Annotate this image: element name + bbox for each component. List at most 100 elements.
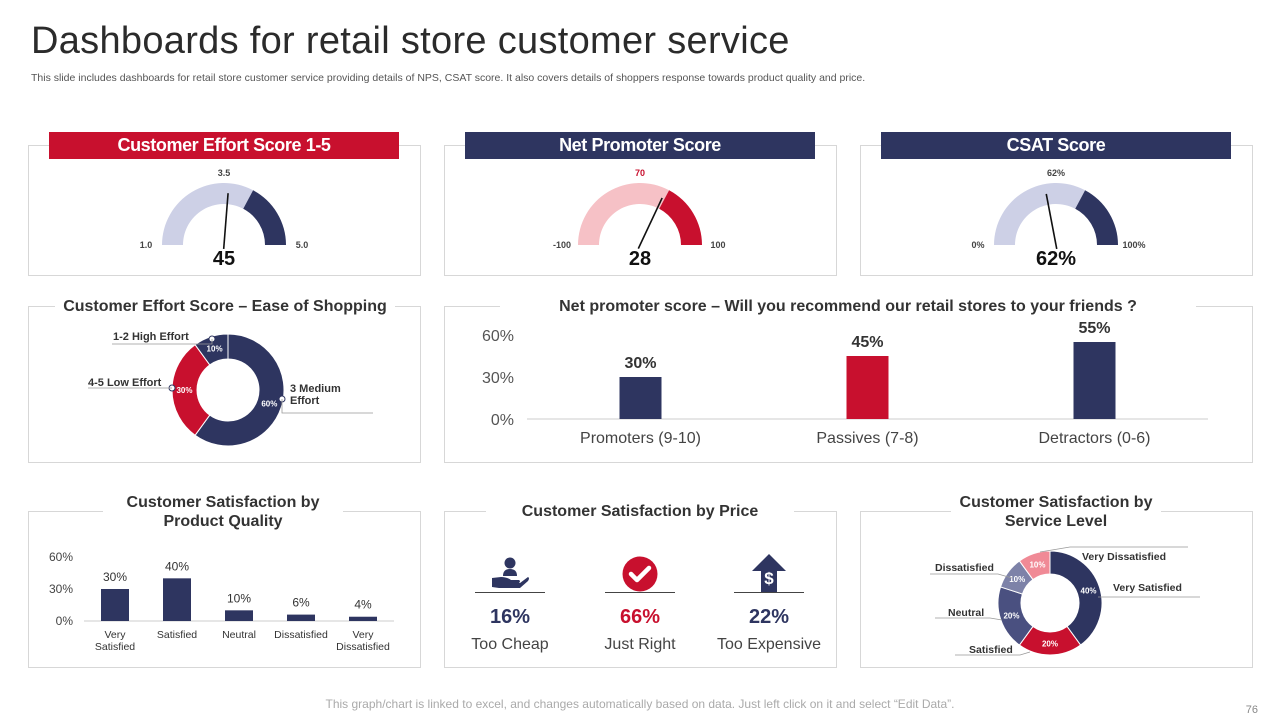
x-tick-label: Dissatisfied — [336, 641, 390, 653]
just-right-label: Just Right — [604, 636, 676, 653]
page-title: Dashboards for retail store customer ser… — [31, 20, 790, 62]
bar-value-label: 4% — [354, 598, 372, 612]
callout-line — [930, 573, 1013, 579]
slice-label: Very Satisfied — [1113, 582, 1182, 594]
donut-slice — [1018, 550, 1051, 581]
gauge-background-arc — [994, 183, 1086, 245]
checkmark-badge-icon — [622, 556, 658, 592]
donut-slice — [194, 333, 285, 447]
gauge-needle — [222, 193, 229, 250]
too-expensive-value: 22% — [748, 606, 790, 628]
slice-label: Satisfied — [969, 644, 1013, 656]
gauge-needle — [1045, 193, 1058, 250]
gauge-min-label: 0% — [971, 240, 984, 250]
slice-label: 3 Medium — [290, 383, 341, 395]
price-divider-2 — [605, 592, 675, 593]
slice-value-label: 10% — [207, 345, 223, 354]
gauge-value: 28 — [629, 248, 651, 270]
slice-value-label: 20% — [1003, 612, 1019, 621]
y-tick-label: 60% — [482, 328, 514, 345]
slice-value-label: 10% — [1009, 575, 1025, 584]
bar — [349, 616, 377, 621]
bar-value-label: 40% — [165, 559, 189, 573]
y-tick-label: 60% — [49, 550, 73, 564]
slice-label: 4-5 Low Effort — [88, 377, 162, 389]
donut-slice — [194, 333, 229, 366]
gauge-value-arc — [659, 190, 702, 245]
bar — [287, 614, 315, 621]
ease-of-shopping-title: Customer Effort Score – Ease of Shopping — [55, 297, 395, 316]
gauge-mid-label: 62% — [1047, 168, 1065, 178]
page-number: 76 — [1245, 704, 1258, 716]
gauge-min-label: -100 — [553, 240, 571, 250]
bar — [846, 356, 889, 419]
slice-value-label: 30% — [176, 386, 192, 395]
too-cheap-value: 16% — [489, 606, 531, 628]
service-level-title: Customer Satisfaction by Service Level — [951, 493, 1161, 531]
slice-label: Dissatisfied — [935, 562, 994, 574]
too-expensive-label: Too Expensive — [716, 636, 822, 653]
gauge-max-label: 5.0 — [296, 240, 309, 250]
bar-value-label: 6% — [292, 596, 310, 610]
slice-value-label: 40% — [1081, 586, 1097, 595]
donut-slice — [1049, 550, 1103, 646]
bar-value-label: 45% — [851, 334, 883, 351]
callout-line — [955, 651, 1031, 656]
nps-gauge-panel — [444, 145, 837, 276]
slice-value-label: 60% — [261, 399, 277, 408]
effort-gauge-title: Customer Effort Score 1-5 — [49, 132, 399, 159]
gauge-needle — [637, 197, 663, 249]
x-tick-label: Passives (7-8) — [816, 430, 918, 447]
x-tick-label: Detractors (0-6) — [1038, 430, 1150, 447]
bar — [225, 610, 253, 621]
slice-label: 1-2 High Effort — [113, 331, 189, 343]
slice-value-label: 10% — [1029, 560, 1045, 569]
x-tick-label: Satisfied — [95, 641, 135, 653]
product-quality-title: Customer Satisfaction by Product Quality — [103, 493, 343, 531]
x-tick-label: Neutral — [222, 629, 256, 641]
bar-value-label: 10% — [227, 591, 251, 605]
footer-note: This graph/chart is linked to excel, and… — [325, 697, 955, 711]
slice-label: Very Dissatisfied — [1082, 551, 1166, 563]
x-tick-label: Very — [104, 629, 126, 641]
x-tick-label: Promoters (9-10) — [580, 430, 701, 447]
svg-text:$: $ — [764, 569, 774, 588]
bar — [619, 377, 662, 419]
hand-person-icon — [492, 557, 529, 588]
callout-line — [112, 339, 213, 345]
too-cheap-label: Too Cheap — [471, 636, 549, 653]
bar-value-label: 30% — [103, 570, 127, 584]
price-title: Customer Satisfaction by Price — [486, 502, 794, 521]
price-divider-1 — [475, 592, 545, 593]
y-tick-label: 30% — [482, 370, 514, 387]
x-tick-label: Satisfied — [157, 629, 197, 641]
x-tick-label: Dissatisfied — [274, 629, 328, 641]
nps-bar-title: Net promoter score – Will you recommend … — [500, 297, 1196, 316]
csat-gauge-title: CSAT Score — [881, 132, 1231, 159]
callout-line — [281, 399, 373, 414]
bar — [163, 578, 191, 621]
gauge-value-arc — [1075, 190, 1118, 245]
x-tick-label: Very — [352, 629, 374, 641]
gauge-max-label: 100% — [1122, 240, 1145, 250]
dollar-up-arrow-icon: $ — [752, 554, 786, 592]
y-tick-label: 0% — [56, 614, 74, 628]
gauge-value: 62% — [1036, 248, 1076, 270]
y-tick-label: 30% — [49, 582, 73, 596]
slice-label: Neutral — [948, 607, 984, 619]
effort-gauge-panel — [28, 145, 421, 276]
bar-value-label: 30% — [624, 355, 656, 372]
page-subtitle: This slide includes dashboards for retai… — [31, 72, 866, 84]
csat-gauge-panel — [860, 145, 1253, 276]
just-right-value: 66% — [619, 606, 661, 628]
gauge-value: 45 — [213, 248, 235, 270]
gauge-mid-label: 3.5 — [218, 168, 231, 178]
y-tick-label: 0% — [491, 412, 514, 429]
gauge-value-arc — [243, 190, 286, 245]
callout-line — [935, 617, 1003, 621]
